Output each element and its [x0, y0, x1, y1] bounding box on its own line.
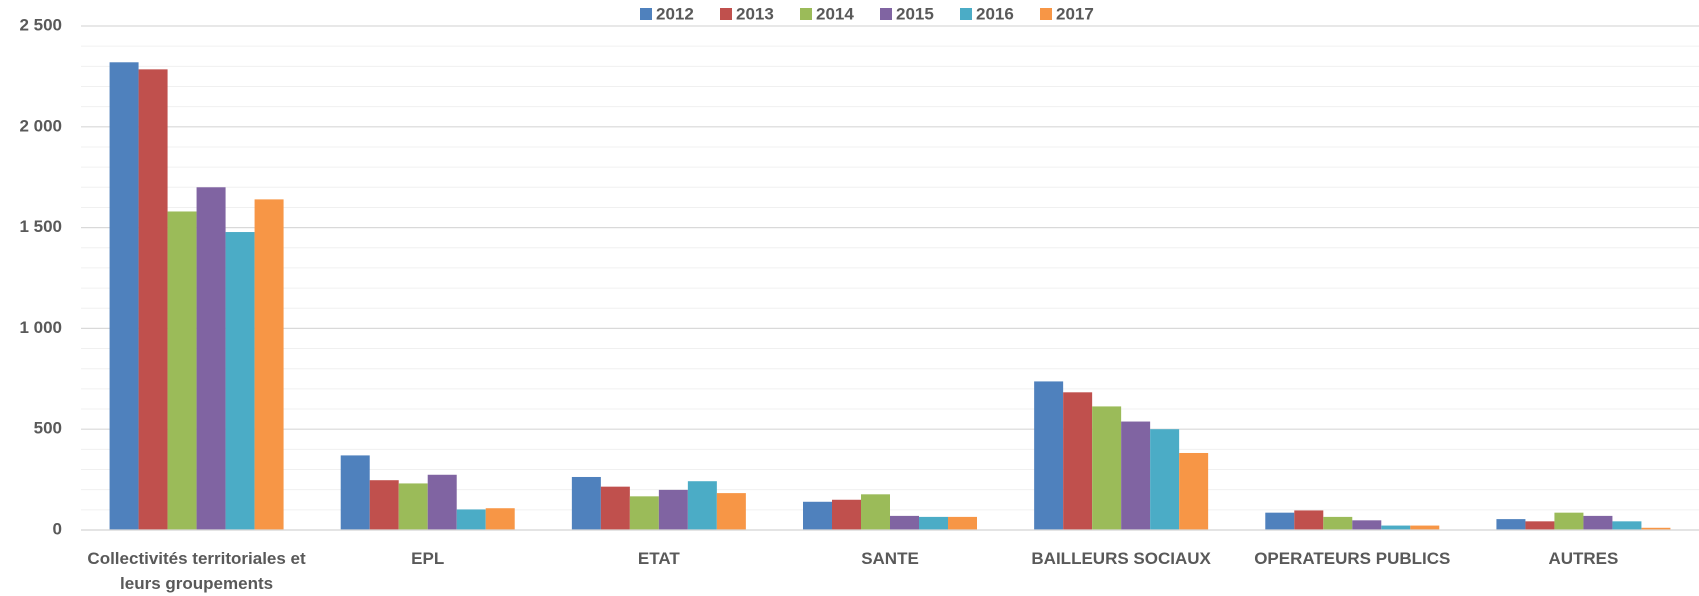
bar	[832, 499, 861, 530]
y-tick-label: 1 500	[19, 217, 62, 236]
x-tick-label: Collectivités territoriales et leurs gro…	[87, 549, 306, 593]
x-tick-label: BAILLEURS SOCIAUX	[1031, 549, 1211, 568]
bar	[1265, 512, 1295, 530]
legend-label: 2016	[976, 4, 1014, 23]
bar	[600, 486, 630, 530]
x-tick-label: AUTRES	[1548, 549, 1619, 568]
bar	[803, 501, 832, 530]
bar	[1121, 421, 1151, 530]
bar	[1352, 520, 1382, 530]
legend-label: 2014	[816, 4, 854, 23]
bar	[1179, 452, 1209, 530]
bar	[1092, 406, 1122, 530]
bar	[629, 496, 659, 530]
bar	[1150, 429, 1180, 530]
bar	[1554, 512, 1584, 530]
bar	[138, 69, 168, 531]
bar	[1525, 521, 1555, 530]
bar	[716, 493, 746, 530]
bar	[1323, 516, 1353, 530]
bar	[485, 508, 515, 530]
bar	[398, 483, 428, 530]
bar	[456, 509, 486, 530]
x-tick-label: ETAT	[637, 549, 680, 568]
bar	[1612, 521, 1642, 530]
y-tick-label: 500	[34, 419, 62, 438]
x-tick-label: SANTE	[861, 549, 919, 568]
legend-swatch	[880, 8, 892, 20]
legend-label: 2017	[1056, 4, 1094, 23]
bar	[109, 62, 139, 531]
bar	[1381, 525, 1411, 530]
bar	[1294, 510, 1324, 530]
bar	[340, 455, 370, 530]
bar	[1641, 527, 1671, 530]
bar	[1496, 519, 1526, 530]
y-tick-label: 2 500	[19, 15, 62, 34]
y-tick-label: 2 000	[19, 116, 62, 135]
bar	[919, 516, 948, 530]
legend-label: 2015	[896, 4, 934, 23]
bar	[254, 199, 284, 530]
bar	[1063, 392, 1093, 530]
bar	[369, 480, 399, 530]
legend-label: 2013	[736, 4, 774, 23]
legend-swatch	[720, 8, 732, 20]
bar	[167, 211, 197, 531]
bar	[687, 481, 717, 530]
legend-swatch	[640, 8, 652, 20]
bar	[1034, 381, 1064, 530]
bar	[427, 474, 457, 530]
x-tick-label: OPERATEURS PUBLICS	[1254, 549, 1451, 568]
legend-swatch	[800, 8, 812, 20]
legend-label: 2012	[656, 4, 694, 23]
bar	[890, 515, 919, 530]
bar	[948, 516, 977, 530]
bar	[658, 489, 688, 530]
bar	[571, 476, 601, 530]
bar	[196, 187, 226, 530]
bar	[861, 494, 890, 530]
bar	[1410, 525, 1440, 530]
y-tick-label: 0	[53, 519, 62, 538]
x-tick-label: EPL	[411, 549, 445, 568]
bar	[225, 232, 255, 530]
legend-swatch	[960, 8, 972, 20]
legend-swatch	[1040, 8, 1052, 20]
y-tick-label: 1 000	[19, 318, 62, 337]
bar	[1583, 515, 1613, 530]
